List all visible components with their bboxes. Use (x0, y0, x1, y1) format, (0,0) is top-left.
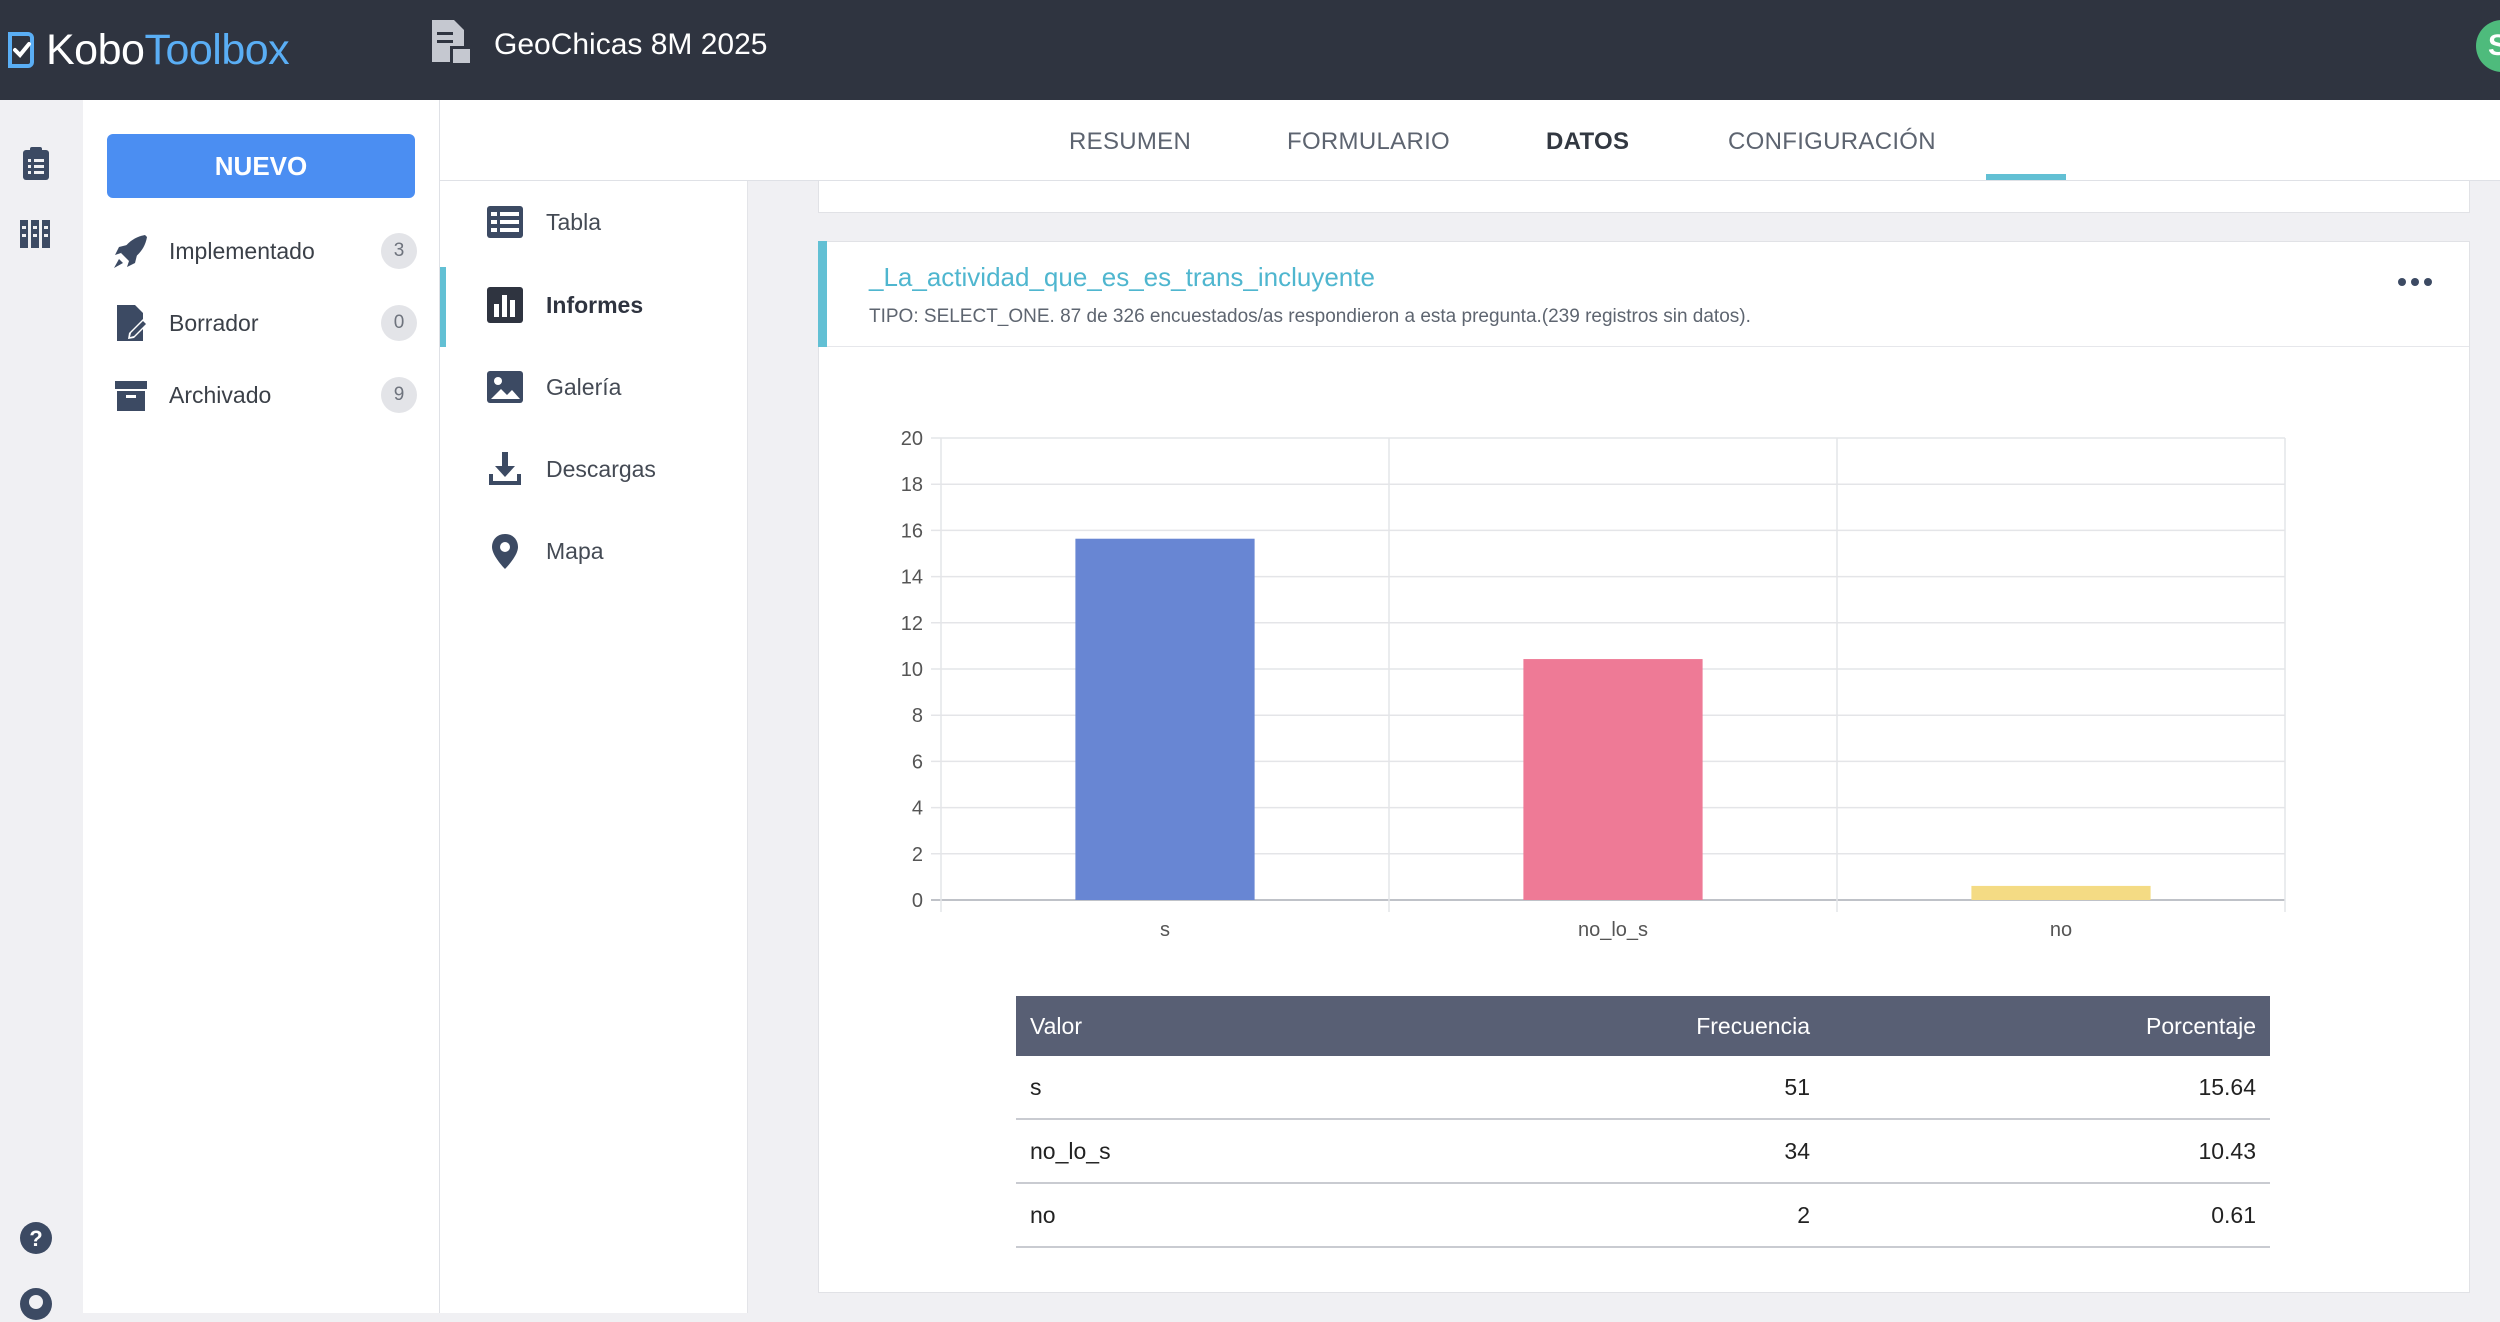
tab-summary[interactable]: RESUMEN (1069, 128, 1192, 155)
help-icon[interactable]: ? (18, 1220, 54, 1256)
cell-porcentaje: 15.64 (2198, 1073, 2256, 1100)
subnav-label: Tabla (546, 208, 601, 235)
draft-count-badge: 0 (381, 305, 417, 341)
x-tick-label: s (1160, 919, 1170, 941)
question-meta: TIPO: SELECT_ONE. 87 de 326 encuestados/… (869, 306, 1751, 327)
card-accent-bar (818, 241, 827, 347)
project-form-icon (432, 20, 472, 66)
tab-form[interactable]: FORMULARIO (1287, 128, 1451, 155)
cell-valor: no (1030, 1201, 1056, 1228)
header-frecuencia: Frecuencia (1696, 1012, 1810, 1039)
data-subnav: Tabla Informes Galería Descargas Map (440, 181, 748, 1313)
archive-icon (115, 381, 147, 411)
y-tick-label: 6 (912, 751, 923, 773)
bar-chart: 0 2 4 6 8 10 12 14 16 18 20 s no_lo_s no (901, 428, 2286, 941)
svg-text:?: ? (29, 1226, 42, 1251)
y-tick-label: 12 (901, 613, 923, 635)
draft-icon (117, 305, 148, 341)
github-icon[interactable] (18, 1286, 54, 1322)
active-subnav-indicator (440, 267, 446, 347)
y-tick-label: 20 (901, 428, 923, 450)
new-project-button[interactable]: NUEVO (107, 134, 415, 198)
y-tick-label: 16 (901, 520, 923, 542)
download-icon (489, 452, 521, 485)
user-avatar[interactable]: S (2476, 20, 2500, 72)
y-tick-label: 0 (912, 890, 923, 912)
y-tick-label: 4 (912, 798, 923, 820)
top-bar: KoboToolbox GeoChicas 8M 2025 S (0, 0, 2500, 100)
rocket-icon (114, 235, 147, 268)
cell-frecuencia: 2 (1797, 1201, 1810, 1228)
active-tab-indicator (1986, 174, 2066, 180)
kobotoolbox-logo[interactable]: KoboToolbox (6, 22, 290, 78)
frequency-table: Valor Frecuencia Porcentaje s 51 15.64 n… (1016, 996, 2270, 1248)
gallery-icon (487, 371, 523, 403)
map-pin-icon (492, 534, 518, 569)
question-title: _La_actividad_que_es_es_trans_incluyente (869, 262, 1375, 292)
cell-porcentaje: 10.43 (2198, 1137, 2256, 1164)
header-porcentaje: Porcentaje (2146, 1012, 2256, 1039)
table-row: s 51 15.64 (1016, 1056, 2270, 1120)
header-valor: Valor (1030, 1012, 1082, 1039)
x-tick-label: no_lo_s (1578, 919, 1648, 941)
subnav-item-table[interactable]: Tabla (440, 192, 747, 252)
question-header: _La_actividad_que_es_es_trans_incluyente… (818, 241, 2469, 347)
sidebar-item-archived[interactable]: Archivado 9 (107, 372, 417, 418)
sidebar-item-label: Borrador (169, 309, 259, 336)
kobo-logo-icon (8, 32, 34, 68)
question-report-card: _La_actividad_que_es_es_trans_incluyente… (818, 241, 2470, 1293)
projects-icon[interactable] (18, 146, 54, 182)
table-row: no 2 0.61 (1016, 1184, 2270, 1248)
y-tick-label: 8 (912, 705, 923, 727)
tab-settings[interactable]: CONFIGURACIÓN (1728, 128, 1936, 155)
project-title: GeoChicas 8M 2025 (494, 28, 768, 61)
cell-porcentaje: 0.61 (2211, 1201, 2256, 1228)
y-tick-label: 18 (901, 474, 923, 496)
sidebar-item-label: Archivado (169, 381, 272, 408)
subnav-item-reports[interactable]: Informes (440, 275, 747, 335)
project-tabs: RESUMEN FORMULARIO DATOS CONFIGURACIÓN (440, 100, 2500, 181)
bar-s (1075, 538, 1255, 900)
previous-report-card (818, 181, 2470, 213)
logo-text: KoboToolbox (46, 25, 290, 74)
sidebar: NUEVO Implementado 3 Borrador 0 Archivad… (83, 100, 440, 1313)
subnav-label: Informes (546, 291, 644, 318)
cell-valor: s (1030, 1073, 1042, 1100)
bar-no (1971, 885, 2151, 900)
y-tick-label: 14 (901, 567, 923, 589)
deployed-count-badge: 3 (381, 233, 417, 269)
bar-no_lo_s (1523, 659, 1703, 900)
reports-icon (487, 287, 523, 323)
subnav-label: Mapa (546, 537, 604, 564)
cell-frecuencia: 34 (1784, 1137, 1810, 1164)
y-tick-label: 2 (912, 844, 923, 866)
report-content: _La_actividad_que_es_es_trans_incluyente… (748, 181, 2500, 1313)
subnav-label: Galería (546, 373, 622, 400)
cell-frecuencia: 51 (1784, 1073, 1810, 1100)
sidebar-item-draft[interactable]: Borrador 0 (107, 300, 417, 346)
left-rail: ? (0, 100, 83, 1320)
subnav-label: Descargas (546, 455, 656, 482)
subnav-item-map[interactable]: Mapa (440, 521, 747, 581)
table-icon (487, 206, 523, 238)
library-icon[interactable] (18, 216, 54, 252)
tab-data[interactable]: DATOS (1546, 128, 1630, 155)
y-tick-label: 10 (901, 659, 923, 681)
more-options-icon[interactable] (2395, 272, 2435, 292)
table-header: Valor Frecuencia Porcentaje (1016, 996, 2270, 1056)
subnav-item-downloads[interactable]: Descargas (440, 439, 747, 499)
subnav-item-gallery[interactable]: Galería (440, 357, 747, 417)
archived-count-badge: 9 (381, 377, 417, 413)
cell-valor: no_lo_s (1030, 1137, 1111, 1164)
x-tick-label: no (2050, 919, 2072, 941)
sidebar-item-deployed[interactable]: Implementado 3 (107, 228, 417, 274)
sidebar-item-label: Implementado (169, 237, 315, 264)
table-row: no_lo_s 34 10.43 (1016, 1120, 2270, 1184)
